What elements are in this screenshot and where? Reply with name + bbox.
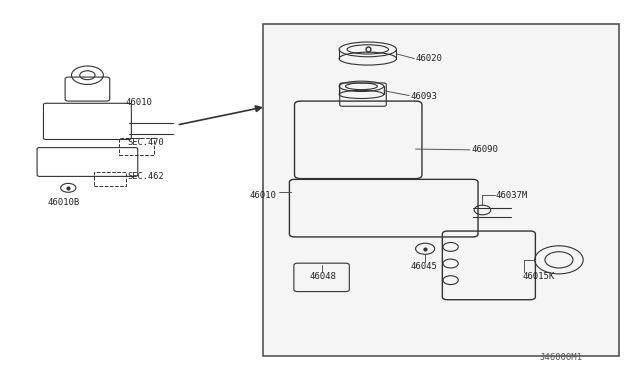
Text: 46037M: 46037M <box>495 192 527 201</box>
Text: 46020: 46020 <box>415 54 442 63</box>
Text: SEC.470: SEC.470 <box>127 138 164 147</box>
Text: 46045: 46045 <box>410 262 437 271</box>
Text: 46010: 46010 <box>250 192 276 201</box>
Text: 46010: 46010 <box>125 99 152 108</box>
Text: 46093: 46093 <box>410 92 437 101</box>
Text: 46090: 46090 <box>471 145 498 154</box>
Text: 46010B: 46010B <box>48 198 80 207</box>
Text: 46048: 46048 <box>309 272 336 281</box>
Text: 46015K: 46015K <box>523 272 555 281</box>
Bar <box>262 23 620 356</box>
Bar <box>94 172 125 186</box>
Text: J46000M1: J46000M1 <box>540 353 583 362</box>
Text: SEC.462: SEC.462 <box>127 172 164 181</box>
Bar <box>119 138 154 155</box>
